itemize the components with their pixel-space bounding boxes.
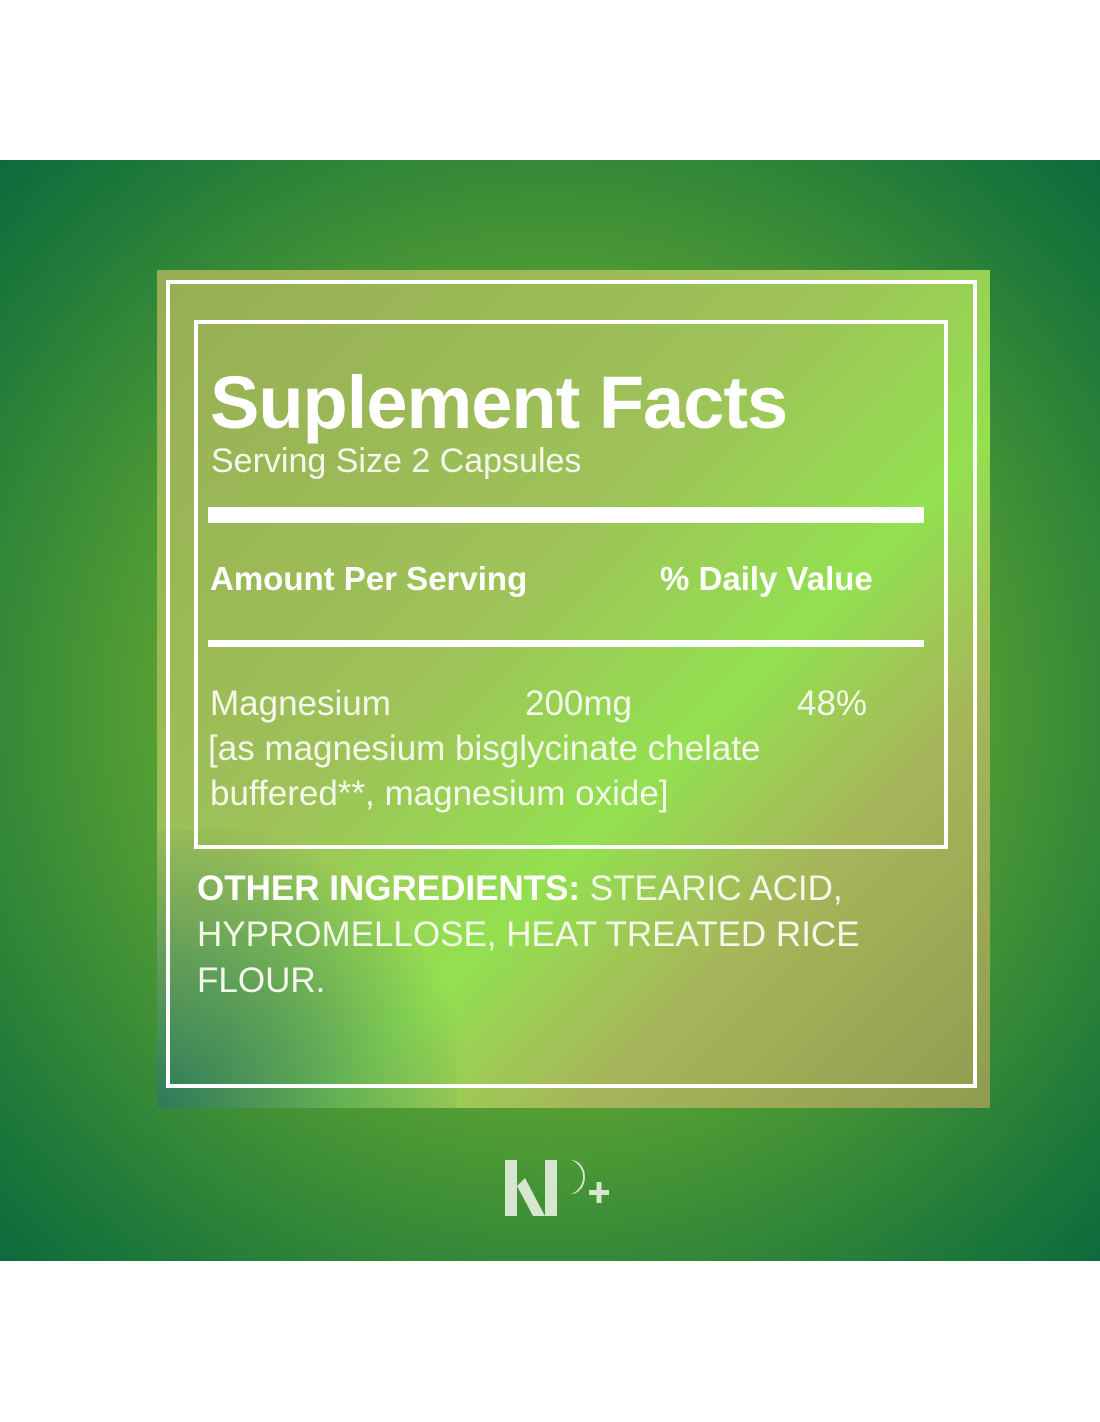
ingredient-detail-1: [as magnesium bisglycinate chelate bbox=[208, 729, 761, 768]
other-ingredients-text: STEARIC ACID, HYPROMELLOSE, HEAT TREATED… bbox=[197, 869, 860, 1000]
other-ingredients: OTHER INGREDIENTS: STEARIC ACID, HYPROME… bbox=[197, 866, 957, 1004]
daily-value-header: % Daily Value bbox=[660, 560, 873, 597]
ingredient-detail-2: buffered**, magnesium oxide] bbox=[210, 774, 669, 813]
ingredient-amount: 200mg bbox=[525, 684, 633, 723]
ingredient-name: Magnesium bbox=[210, 684, 391, 723]
kp-plus-logo bbox=[505, 1160, 609, 1216]
thick-divider bbox=[208, 507, 924, 523]
other-ingredients-label: OTHER INGREDIENTS: bbox=[197, 869, 581, 908]
outer-border bbox=[166, 280, 977, 1088]
label-panel bbox=[157, 270, 990, 1108]
facts-title: Suplement Facts bbox=[210, 361, 788, 444]
amount-header: Amount Per Serving bbox=[210, 560, 528, 597]
ingredient-dv: 48% bbox=[797, 684, 868, 723]
facts-box bbox=[194, 320, 948, 849]
serving-size: Serving Size 2 Capsules bbox=[211, 442, 582, 480]
divider bbox=[208, 640, 924, 647]
